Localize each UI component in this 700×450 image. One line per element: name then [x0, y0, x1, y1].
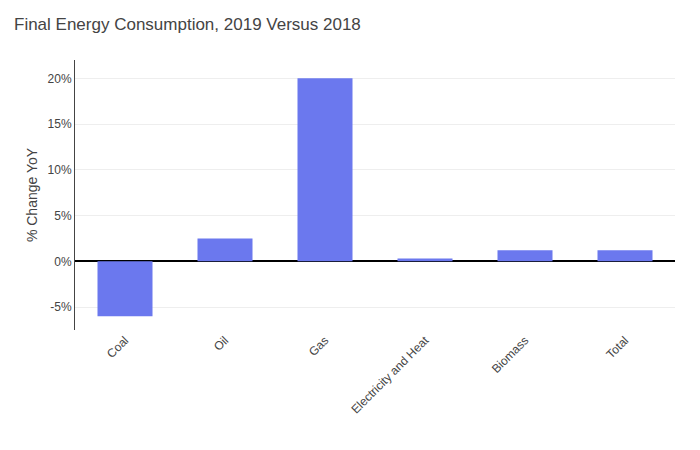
svg-text:Biomass: Biomass: [489, 333, 531, 375]
svg-text:Coal: Coal: [104, 333, 131, 360]
svg-text:0%: 0%: [54, 255, 72, 269]
svg-text:15%: 15%: [48, 117, 72, 131]
svg-text:5%: 5%: [54, 209, 72, 223]
svg-text:% Change YoY: % Change YoY: [24, 147, 40, 242]
svg-text:Electricity and Heat: Electricity and Heat: [348, 333, 431, 416]
svg-text:Total: Total: [604, 333, 632, 361]
svg-text:20%: 20%: [48, 72, 72, 86]
svg-text:Oil: Oil: [211, 333, 231, 353]
svg-text:Final Energy Consumption, 2019: Final Energy Consumption, 2019 Versus 20…: [14, 15, 361, 34]
svg-text:-5%: -5%: [50, 300, 72, 314]
svg-text:10%: 10%: [48, 163, 72, 177]
svg-text:Gas: Gas: [306, 333, 331, 358]
